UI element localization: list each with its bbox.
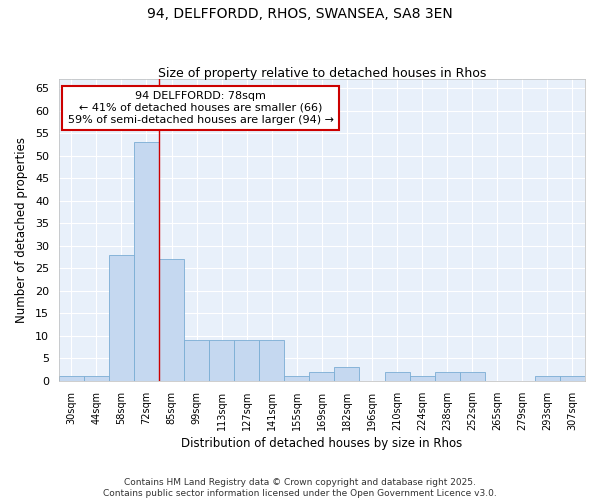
Bar: [535, 376, 560, 381]
Bar: [560, 376, 585, 381]
Bar: [310, 372, 334, 381]
Bar: [109, 255, 134, 381]
Bar: [259, 340, 284, 381]
Text: Contains HM Land Registry data © Crown copyright and database right 2025.
Contai: Contains HM Land Registry data © Crown c…: [103, 478, 497, 498]
Bar: [209, 340, 234, 381]
X-axis label: Distribution of detached houses by size in Rhos: Distribution of detached houses by size …: [181, 437, 463, 450]
Bar: [84, 376, 109, 381]
Title: Size of property relative to detached houses in Rhos: Size of property relative to detached ho…: [158, 66, 486, 80]
Bar: [284, 376, 310, 381]
Bar: [184, 340, 209, 381]
Y-axis label: Number of detached properties: Number of detached properties: [15, 137, 28, 323]
Text: 94 DELFFORDD: 78sqm
← 41% of detached houses are smaller (66)
59% of semi-detach: 94 DELFFORDD: 78sqm ← 41% of detached ho…: [68, 92, 334, 124]
Bar: [460, 372, 485, 381]
Bar: [159, 260, 184, 381]
Bar: [59, 376, 84, 381]
Bar: [434, 372, 460, 381]
Text: 94, DELFFORDD, RHOS, SWANSEA, SA8 3EN: 94, DELFFORDD, RHOS, SWANSEA, SA8 3EN: [147, 8, 453, 22]
Bar: [385, 372, 410, 381]
Bar: [134, 142, 159, 381]
Bar: [234, 340, 259, 381]
Bar: [410, 376, 434, 381]
Bar: [334, 368, 359, 381]
